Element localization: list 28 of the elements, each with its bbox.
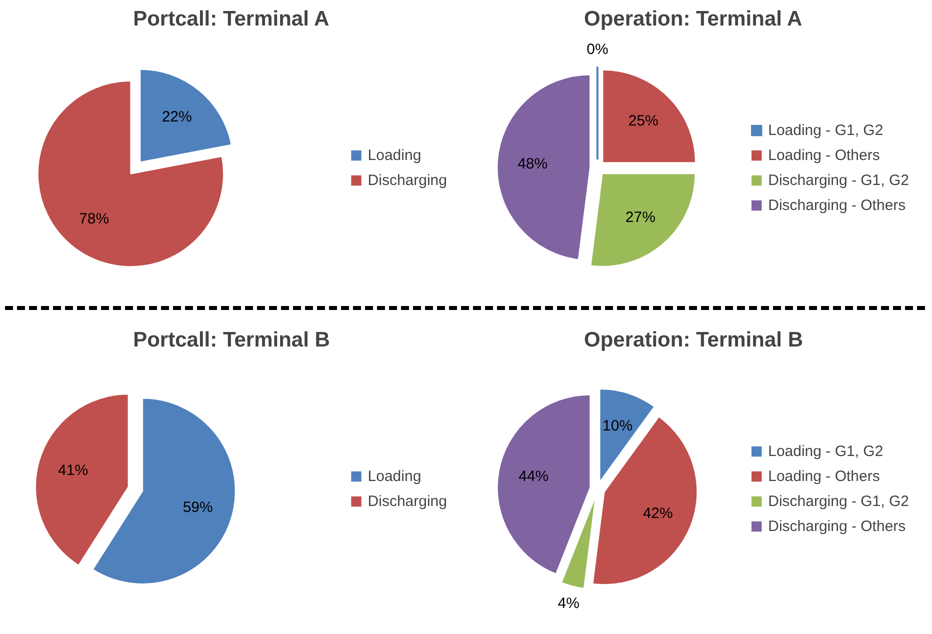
chart-title: Operation: Terminal B [584,328,803,352]
chart-title: Operation: Terminal A [584,8,802,30]
legend-label: Loading - Others [768,468,880,484]
legend-label: Loading - G1, G2 [768,442,884,460]
legend-label: Discharging - Others [768,518,906,534]
data-label: 22% [162,108,192,126]
data-label: 78% [79,210,110,228]
data-label: 25% [628,112,658,130]
data-label: 42% [642,504,673,522]
data-label: 4% [558,595,580,612]
text: 0% [586,41,608,58]
legend-label: Discharging - Others [768,196,906,214]
data-label: 10% [602,417,633,434]
legend-label: Loading - Others [768,146,880,164]
data-label: 41% [58,462,88,480]
data-label: 59% [182,498,213,516]
chart-title: Portcall: Terminal A [133,8,330,30]
legend-label: Loading [368,146,422,164]
data-label: 44% [518,468,549,486]
legend-label: Loading [368,468,422,484]
legend-label: Discharging - G1, G2 [768,172,909,188]
chart-title: Portcall: Terminal B [133,328,330,352]
data-label: 48% [518,155,548,172]
legend-label: Discharging [368,172,447,188]
data-label: 27% [625,209,656,226]
legend-label: Discharging - G1, G2 [768,492,909,510]
legend-label: Loading - G1, G2 [768,122,884,138]
legend-label: Discharging [368,492,447,510]
